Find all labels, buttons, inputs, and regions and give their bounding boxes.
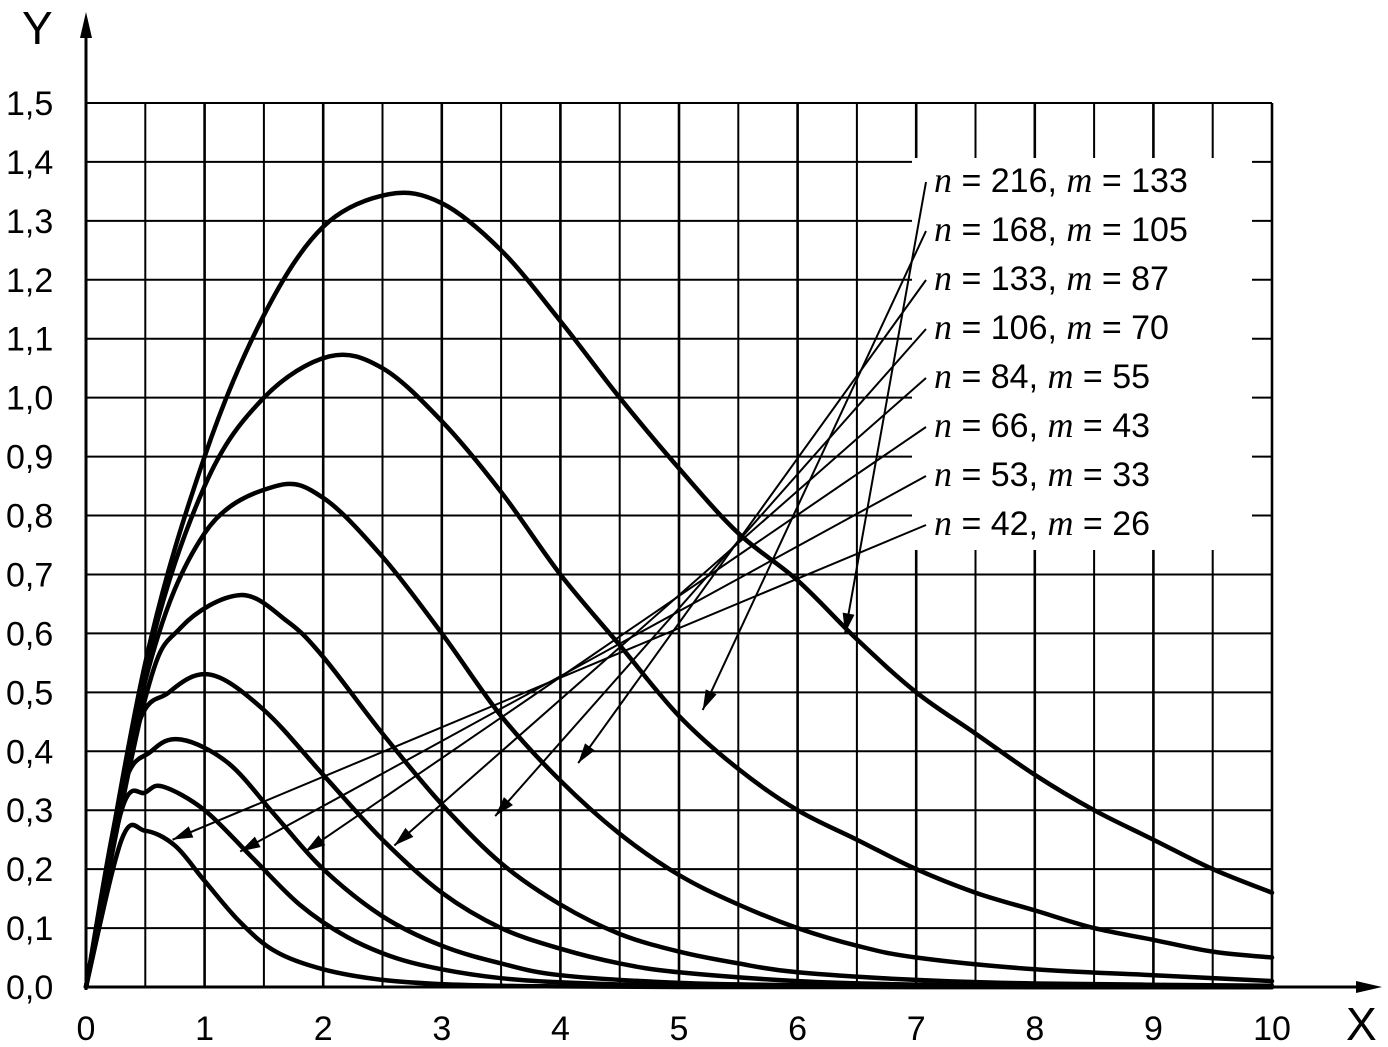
leader-line [304, 426, 927, 853]
leader-arrowhead [240, 836, 261, 852]
legend: n = 216, m = 133 n = 168, m = 105 n = 133,… [912, 158, 1252, 550]
legend-entry: n = 133, m = 87 [934, 258, 1169, 298]
leader-line [577, 279, 927, 764]
legend-entry: n = 66, m = 43 [934, 405, 1150, 445]
x-tick-label: 6 [788, 1010, 807, 1047]
x-tick-label: 10 [1253, 1010, 1291, 1047]
leader-line [701, 230, 927, 711]
leader-arrowhead [495, 797, 513, 817]
x-tick-label: 7 [907, 1010, 926, 1047]
leader-arrowhead [305, 835, 326, 852]
y-tick-labels: 0,0 0,1 0,2 0,3 0,4 0,5 0,6 0,7 0,8 0,9 1,0 1,1 1,2 1… [6, 85, 53, 1007]
series-line-2 [83, 352, 1275, 990]
y-axis-label: Y [22, 2, 53, 54]
x-tick-label: 3 [432, 1010, 451, 1047]
y-tick-label: 1,4 [6, 144, 53, 182]
legend-entry: n = 42, m = 26 [934, 503, 1150, 543]
y-tick-label: 1,2 [6, 262, 53, 300]
leader-arrowhead [842, 612, 855, 634]
y-tick-label: 0,3 [6, 792, 53, 830]
legend-entry: n = 216, m = 133 [934, 160, 1188, 200]
x-tick-label: 2 [314, 1010, 333, 1047]
y-tick-label: 1,1 [6, 321, 53, 359]
x-tick-label: 4 [551, 1010, 570, 1047]
y-tick-label: 0,1 [6, 910, 53, 948]
x-tick-labels: 0 1 2 3 4 5 6 7 8 9 10 [77, 1010, 1291, 1047]
leader-line [844, 181, 927, 634]
y-tick-label: 0,2 [6, 851, 53, 889]
x-tick-label: 8 [1025, 1010, 1044, 1047]
series-line-3 [83, 481, 1275, 990]
x-tick-label: 9 [1144, 1010, 1163, 1047]
x-tick-label: 5 [670, 1010, 689, 1047]
leader-arrowhead [578, 743, 595, 764]
y-axis-arrow [80, 12, 92, 38]
leader-line [239, 475, 927, 853]
y-tick-label: 0,6 [6, 615, 53, 653]
leader-arrowhead [702, 689, 717, 711]
y-tick-label: 0,0 [6, 969, 53, 1007]
leader-arrowhead [394, 827, 414, 846]
y-tick-label: 1,3 [6, 203, 53, 241]
x-axis-arrow [1356, 981, 1382, 993]
leader-line [494, 328, 927, 817]
y-tick-label: 0,4 [6, 733, 53, 771]
y-tick-label: 1,5 [6, 85, 53, 123]
leader-arrowhead [172, 826, 194, 840]
leader-line [393, 377, 927, 847]
y-tick-label: 0,7 [6, 556, 53, 594]
series-line-1 [83, 190, 1275, 990]
legend-background [912, 158, 1252, 550]
x-axis-label: X [1346, 998, 1377, 1047]
leader-lines [172, 181, 927, 853]
y-tick-label: 0,8 [6, 498, 53, 536]
leader-line [172, 524, 927, 841]
x-tick-label: 0 [77, 1010, 96, 1047]
series-line-4 [83, 592, 1275, 990]
legend-entry: n = 53, m = 33 [934, 454, 1150, 494]
y-tick-label: 0,5 [6, 674, 53, 712]
axes: Y X [22, 2, 1382, 1047]
y-tick-label: 1,0 [6, 380, 53, 418]
legend-entry: n = 84, m = 55 [934, 356, 1150, 396]
legend-entry: n = 106, m = 70 [934, 307, 1169, 347]
x-tick-label: 1 [195, 1010, 214, 1047]
y-tick-label: 0,9 [6, 439, 53, 477]
legend-entry: n = 168, m = 105 [934, 209, 1188, 249]
